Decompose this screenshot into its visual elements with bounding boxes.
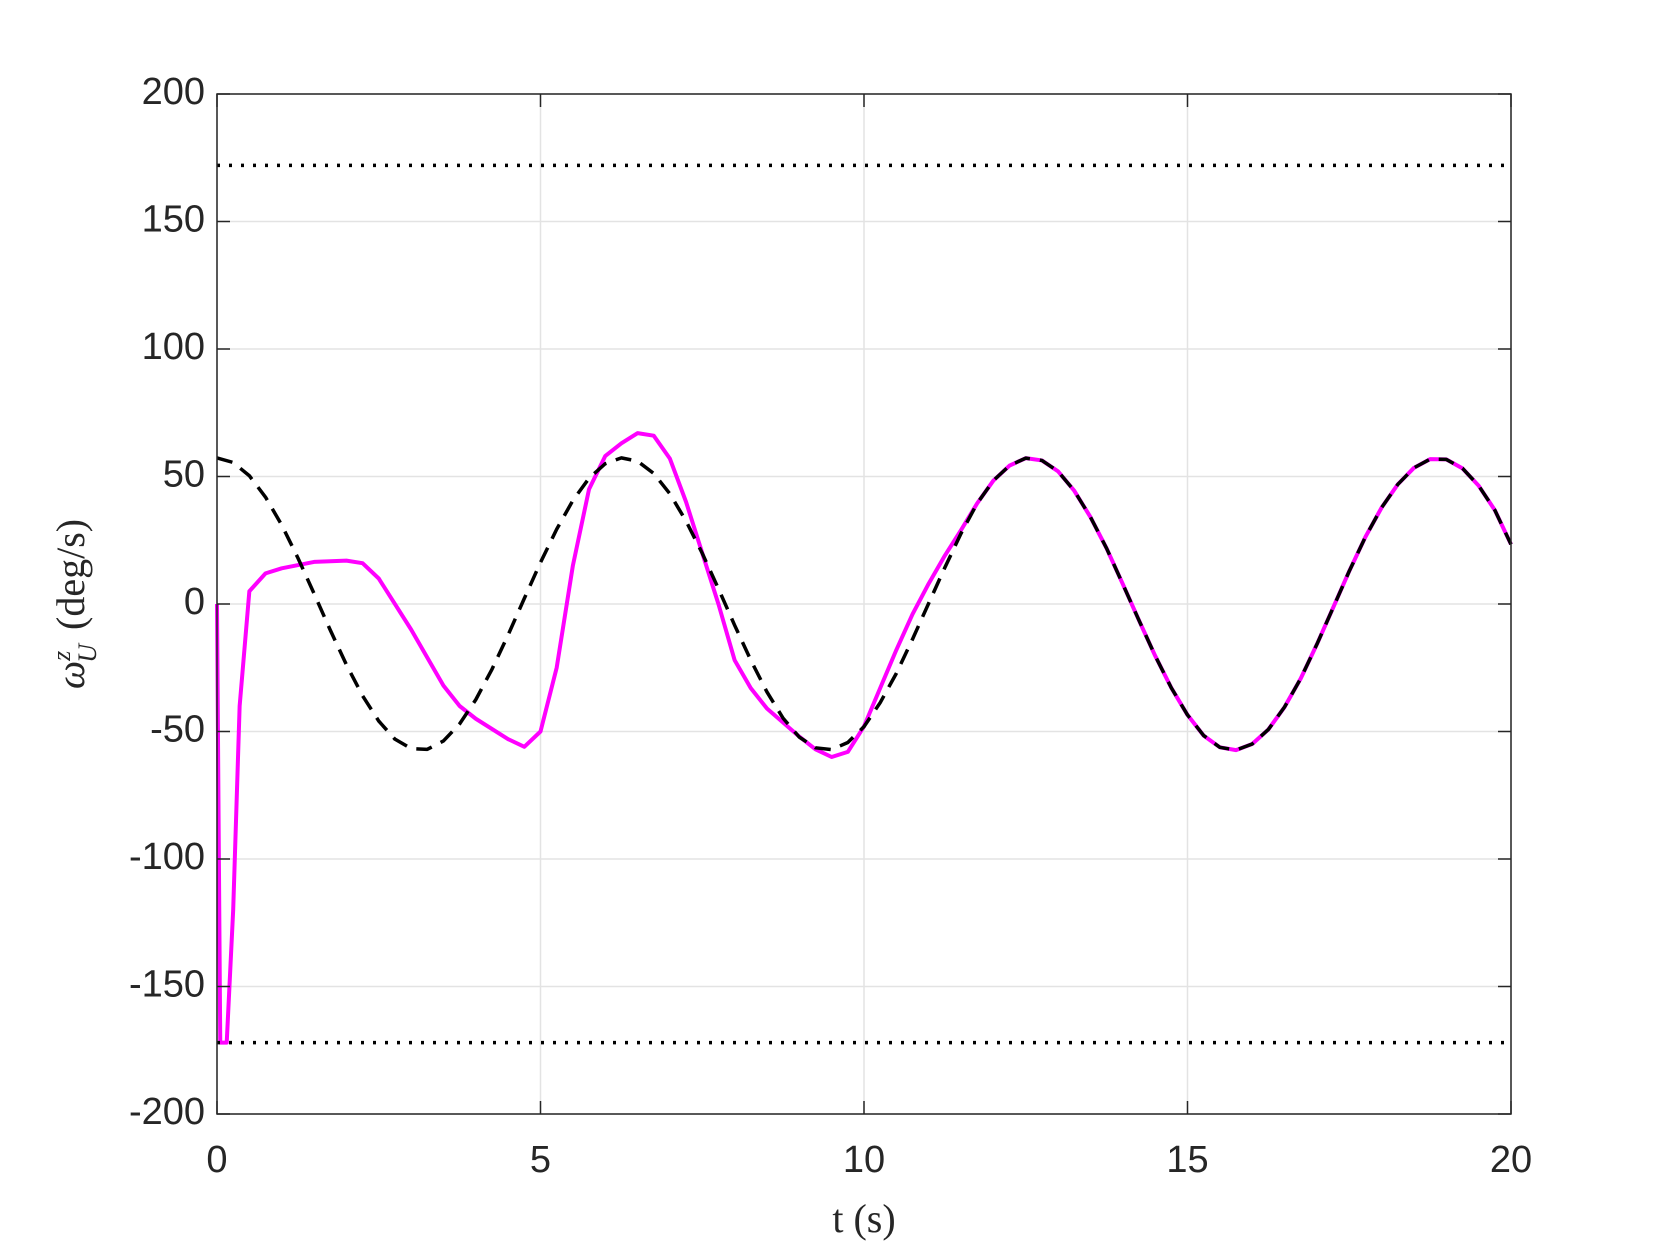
- series-line: [216, 456, 1513, 752]
- ticks: 0 5 10 15 20 -200 -150 -100 -50 0 50 100 150 200: [129, 71, 1532, 1181]
- y-tick-label: -150: [129, 964, 205, 1006]
- y-tick-label: 100: [142, 326, 205, 368]
- y-axis-label: ωzU (deg/s): [47, 519, 102, 689]
- y-tick-label: -100: [129, 836, 205, 878]
- y-tick-label: 0: [184, 581, 205, 623]
- y-label-sup: z: [47, 651, 76, 662]
- plot-area: [215, 163, 1513, 1045]
- x-tick-label: 20: [1490, 1139, 1532, 1181]
- y-tick-label: -200: [129, 1091, 205, 1133]
- grid: [216, 93, 1512, 1115]
- x-tick-label: 10: [843, 1139, 885, 1181]
- y-label-unit: (deg/s): [48, 519, 93, 630]
- y-tick-label: 150: [142, 199, 205, 241]
- y-tick-label: 200: [142, 71, 205, 113]
- x-axis-label: t (s): [832, 1196, 895, 1241]
- y-tick-label: 50: [163, 454, 205, 496]
- x-tick-label: 0: [206, 1139, 227, 1181]
- series-line: [215, 431, 1513, 1045]
- x-tick-label: 5: [530, 1139, 551, 1181]
- y-tick-label: -50: [150, 709, 205, 751]
- y-label-sub: U: [73, 642, 102, 663]
- x-tick-label: 15: [1166, 1139, 1208, 1181]
- y-label-symbol: ω: [48, 661, 93, 689]
